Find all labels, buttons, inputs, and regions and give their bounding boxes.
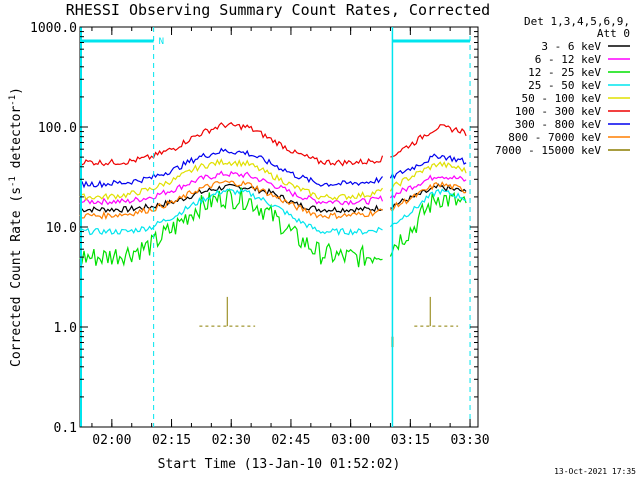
series-line: [79, 147, 467, 189]
y-tick-label: 100.0: [38, 121, 77, 136]
y-axis-label: Corrected Count Rate (s-1 detector-1): [8, 87, 24, 367]
legend-label: 25 - 50 keV: [528, 79, 601, 92]
x-tick-label: 02:30: [212, 433, 251, 448]
x-tick-label: 02:45: [271, 433, 310, 448]
y-tick-label: 0.1: [54, 421, 77, 436]
series-line: [79, 170, 467, 206]
y-axis-label-main: Corrected Count Rate (s: [9, 187, 24, 367]
series-line: [79, 188, 467, 237]
x-tick-label: 03:30: [450, 433, 489, 448]
x-axis-label: Start Time (13-Jan-10 01:52:02): [158, 457, 401, 472]
legend-label: 800 - 7000 keV: [508, 131, 601, 144]
series-line: [79, 180, 467, 220]
legend-label: 50 - 100 keV: [522, 92, 602, 105]
axis-layer: 0.1 1.0 10.0 100.0 1000.0 02:00 02:15 02:30 02:4…: [30, 21, 490, 448]
x-tick-label: 03:00: [331, 433, 370, 448]
legend-label: 3 - 6 keV: [541, 40, 601, 53]
series-layer: [79, 122, 467, 348]
series-line: [79, 183, 467, 214]
y-tick-label: 1.0: [54, 321, 77, 336]
y-axis-label-mid: detector: [9, 106, 24, 177]
legend-label: 6 - 12 keV: [535, 53, 602, 66]
legend-label: 100 - 300 keV: [515, 105, 601, 118]
y-tick-label: 1000.0: [30, 21, 77, 36]
chart-title: RHESSI Observing Summary Count Rates, Co…: [66, 1, 490, 19]
legend-label: 300 - 800 keV: [515, 118, 601, 131]
legend-header: Att 0: [597, 27, 630, 40]
boundary-layer: N: [80, 27, 471, 427]
legend-header: Det 1,3,4,5,6,9,: [524, 15, 630, 28]
night-marker: N: [159, 37, 164, 47]
plot-frame: [79, 26, 479, 428]
x-tick-label: 03:15: [391, 433, 430, 448]
series-line: [79, 122, 467, 167]
legend-label: 12 - 25 keV: [528, 66, 601, 79]
x-tick-label: 02:15: [152, 433, 191, 448]
x-tick-label: 02:00: [92, 433, 131, 448]
timestamp: 13-Oct-2021 17:35: [554, 467, 636, 476]
y-axis-label-sup2: -1: [8, 95, 18, 106]
plot-border: [79, 26, 479, 428]
legend-label: 7000 - 15000 keV: [495, 144, 601, 157]
y-axis-label-sup: -1: [8, 176, 18, 187]
y-tick-label: 10.0: [46, 221, 77, 236]
series-line: [79, 158, 467, 202]
series-line: [79, 187, 467, 268]
y-axis-label-end: ): [9, 87, 24, 95]
